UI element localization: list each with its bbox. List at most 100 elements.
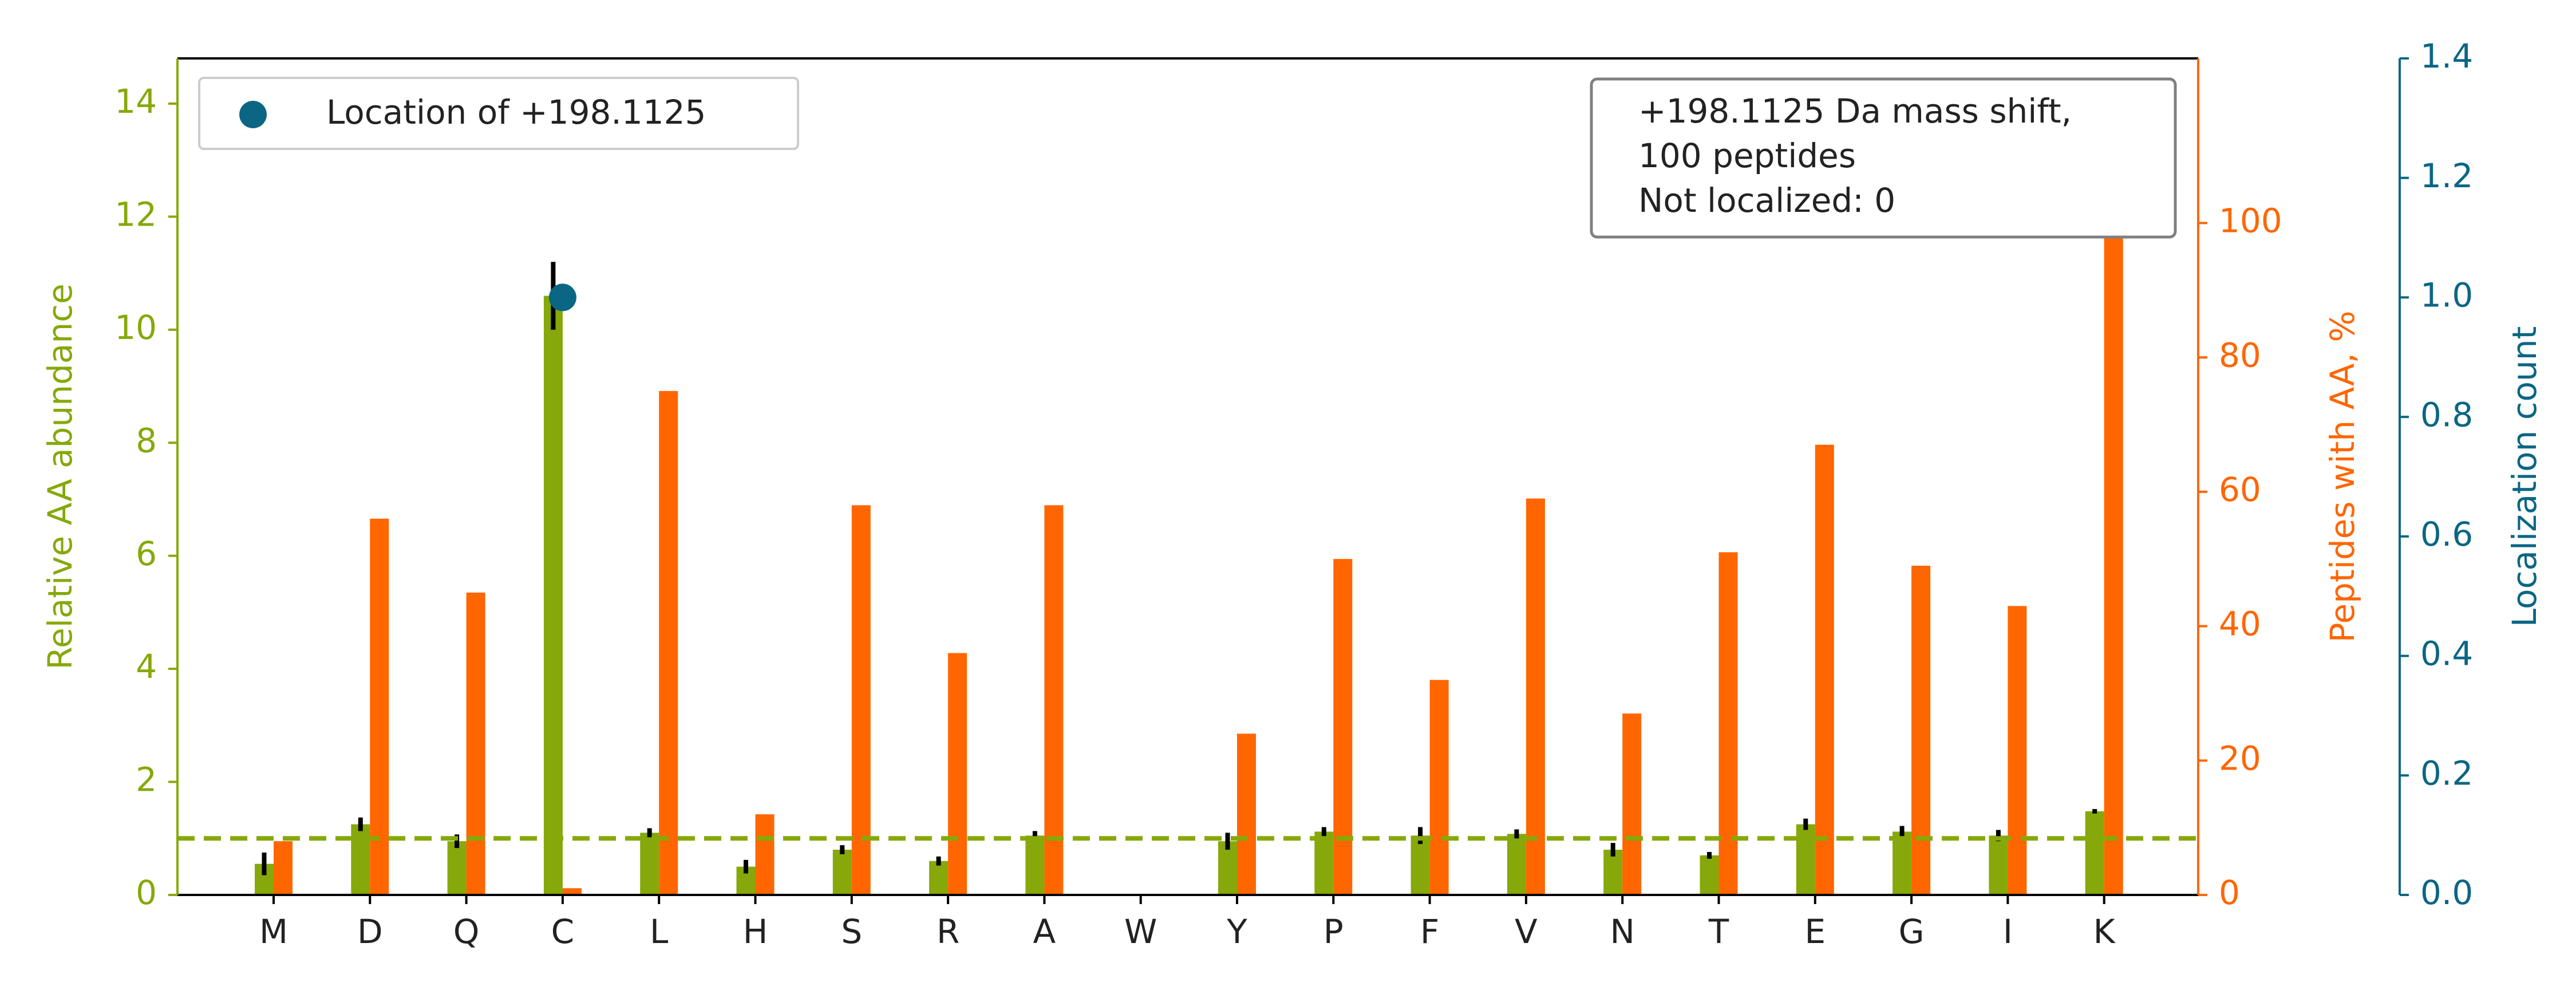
plot-frame [176,57,2199,896]
right-tick-label: 80 [2219,336,2261,374]
left-tick-label: 10 [114,308,157,347]
left-tick-label: 8 [136,421,157,460]
abundance-bar [640,833,659,895]
peptide-percent-bar [1237,733,1256,895]
x-tick-label: C [551,912,575,951]
left-axis: 0 2 4 6 8 10 12 14 [114,82,177,912]
abundance-bar [1314,831,1334,895]
far-right-axis: 0.0 0.2 0.4 0.6 0.8 1.0 1.2 1.4 [2399,37,2473,912]
abundance-bar [2085,811,2104,895]
peptide-percent-bar [562,888,582,895]
x-tick-label: S [841,912,862,951]
abundance-bars [255,295,2104,895]
left-tick-label: 6 [136,534,157,573]
peptide-percent-bar [1526,498,1545,895]
peptide-percent-bar [948,653,967,895]
x-tick-label: M [259,912,288,951]
peptide-percent-bar [1815,444,1834,895]
abundance-bar [1218,841,1237,895]
abundance-bar [929,861,949,895]
annotation-line: 100 peptides [1638,136,1856,175]
far-right-tick-label: 1.4 [2420,37,2473,76]
abundance-bar [1507,834,1526,895]
x-tick-label: V [1515,912,1538,951]
abundance-bar [1603,850,1623,895]
abundance-bar [832,850,852,895]
abundance-bar [1989,835,2008,895]
far-right-tick-label: 1.0 [2420,276,2473,315]
x-tick-label: H [743,912,768,951]
far-right-tick-label: 0.8 [2420,395,2473,434]
x-tick-label: T [1708,912,1729,951]
x-tick-label: K [2093,912,2116,951]
peptide-percent-bar [2008,606,2027,895]
left-axis-label: Relative AA abundance [41,283,80,669]
x-tick-label: N [1610,912,1635,951]
x-tick-label: L [650,912,668,951]
x-tick-label: P [1323,912,1344,951]
abundance-bar [351,824,370,895]
peptide-percent-bar [1911,565,1931,895]
legend-marker [239,101,267,128]
far-right-tick-label: 0.4 [2420,634,2473,673]
right-tick-label: 40 [2219,605,2261,644]
right-tick-label: 100 [2219,202,2282,240]
peptide-percent-bar [1333,559,1353,895]
right-axis: 0 20 40 60 80 100 [2198,202,2282,912]
x-tick-label: I [2003,912,2013,951]
left-tick-label: 14 [114,82,157,121]
peptide-percent-bar [659,390,678,895]
legend-label: Location of +198.1125 [326,93,706,132]
left-tick-label: 0 [136,873,157,912]
peptide-percent-bar [2104,223,2123,896]
right-tick-label: 20 [2219,739,2261,778]
x-tick-label: Q [453,912,480,951]
abundance-bar [1025,835,1045,895]
peptide-percent-bar [1622,713,1642,895]
abundance-bar [1893,831,1912,895]
abundance-bar [543,295,563,895]
peptide-percent-bar [466,592,485,895]
peptide-percent-bars [274,223,2123,896]
peptide-percent-bar [755,814,775,895]
right-tick-label: 60 [2219,470,2261,509]
left-tick-label: 4 [136,647,157,686]
abundance-bar [1700,855,1719,895]
abundance-bar [1411,835,1430,895]
localization-points [548,283,576,311]
annotation-frame [1590,77,2177,239]
x-tick-label: F [1420,912,1439,951]
far-right-tick-label: 1.2 [2420,156,2473,195]
annotation-line: +198.1125 Da mass shift, [1638,92,2072,131]
legend: Location of +198.1125 [198,77,799,150]
x-tick-label: A [1033,912,1056,951]
legend-box [198,77,799,150]
far-right-tick-label: 0.0 [2420,873,2473,912]
far-right-axis-label: Localization count [2505,326,2544,628]
peptide-percent-bar [1718,552,1738,895]
peptide-percent-bar [851,505,871,895]
abundance-bar [1796,824,1815,895]
x-tick-label: G [1899,912,1925,951]
abundance-bar [447,841,467,895]
peptide-percent-bar [370,518,389,895]
x-tick-label: D [357,912,383,951]
x-tick-label: R [937,912,959,951]
x-tick-label: Y [1226,912,1247,951]
x-tick-label: W [1124,912,1157,951]
annotation-line: Not localized: 0 [1638,181,1895,220]
peptide-percent-bar [1429,680,1449,895]
x-tick-label: E [1804,912,1826,951]
left-tick-label: 12 [114,195,157,234]
peptide-percent-bar [274,841,293,895]
far-right-tick-label: 0.2 [2420,754,2473,792]
annotation-box: +198.1125 Da mass shift, 100 peptides No… [1590,77,2177,239]
localization-point [548,283,576,311]
right-axis-label: Peptides with AA, % [2323,311,2362,643]
right-tick-label: 0 [2219,873,2240,912]
left-tick-label: 2 [136,760,157,799]
peptide-percent-bar [1044,505,1064,895]
far-right-tick-label: 0.6 [2420,515,2473,554]
